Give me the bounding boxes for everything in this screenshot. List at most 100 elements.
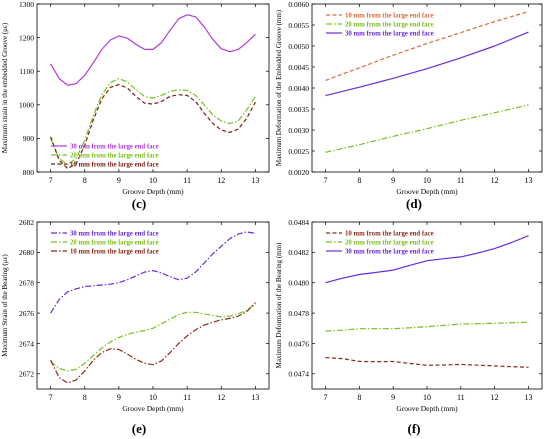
y-tick-label: 0.0025 [288, 147, 309, 156]
legend: 30 mm from the large end face 20 mm from … [51, 144, 159, 169]
y-tick-label: 2682 [19, 218, 34, 227]
panel-label: (f) [408, 421, 421, 436]
chart-panel-3: 7 8 9 10 11 12 13 2672 2674 2676 2678 2680 2682 Groov… [1, 218, 270, 436]
y-tick-label: 0.0480 [288, 279, 309, 288]
x-tick-label: 11 [183, 393, 191, 402]
legend-label-3: 30 mm from the large end face [345, 31, 434, 38]
legend: 10 mm from the large end face 20 mm from … [326, 231, 434, 256]
x-tick-label: 13 [251, 393, 259, 402]
x-tick-label: 13 [251, 176, 259, 185]
y-tick-label: 0.0020 [288, 168, 309, 177]
legend: 30 mm from the large end face 20 mm from … [51, 231, 159, 256]
y-tick-label: 2672 [19, 370, 34, 379]
legend-label-2: 20 mm from the large end face [345, 22, 434, 29]
plot-frame [311, 3, 543, 173]
y-tick-label: 0.0474 [288, 370, 309, 379]
series-line-3 [325, 31, 529, 97]
chart-panel-1: 7 8 9 10 11 12 13 800 900 1000 1100 1200 1300 Groove … [1, 0, 270, 211]
x-axis-label: Groove Depth (mm) [122, 187, 184, 196]
y-tick-label: 0.0055 [288, 21, 309, 30]
x-tick-label: 9 [391, 176, 395, 185]
chart-panel-2: 7 8 9 10 11 12 13 0.0020 0.0025 0.0030 0.0035 0.004… [275, 0, 543, 211]
x-tick-label: 10 [149, 393, 157, 402]
series-line-1 [50, 14, 256, 86]
x-tick-label: 7 [49, 176, 53, 185]
x-axis-label: Groove Depth (mm) [396, 404, 458, 413]
x-tick-label: 7 [324, 393, 328, 402]
y-axis-label: Maximum strain in the embedded Groove (μ… [1, 22, 9, 153]
series-line-1 [50, 231, 256, 314]
panel-label: (e) [132, 421, 146, 436]
y-tick-label: 0.0478 [288, 309, 309, 318]
x-tick-label: 8 [83, 176, 87, 185]
legend-label-3: 30 mm from the large end face [345, 249, 434, 256]
series-line-1 [325, 11, 529, 81]
x-tick-label: 13 [524, 393, 532, 402]
x-tick-label: 7 [49, 393, 53, 402]
y-axis-label: Maximum Deformation of the Embedded Groo… [275, 9, 283, 166]
x-tick-label: 8 [83, 393, 87, 402]
y-tick-label: 0.0050 [288, 42, 309, 51]
y-tick-label: 0.0476 [288, 339, 309, 348]
y-axis-label: Maximum Deformation of the Bearing (mm) [275, 242, 283, 368]
x-tick-label: 9 [391, 393, 395, 402]
x-tick-label: 8 [357, 176, 361, 185]
legend-label-3: 10 mm from the large end face [70, 249, 159, 256]
y-tick-label: 2678 [19, 279, 34, 288]
legend-label-1: 10 mm from the large end face [345, 13, 434, 20]
series-line-2 [325, 104, 529, 153]
x-tick-label: 12 [217, 393, 225, 402]
legend-label-1: 30 mm from the large end face [70, 144, 159, 151]
x-tick-label: 10 [423, 176, 431, 185]
chart-panel-4: 7 8 9 10 11 12 13 0.0474 0.0476 0.0478 0.0480 0.048… [275, 218, 543, 436]
y-tick-label: 1300 [19, 0, 34, 9]
plot-frame [36, 221, 270, 390]
panel-label: (d) [406, 196, 422, 211]
series-line-3 [50, 83, 256, 170]
legend-label-1: 30 mm from the large end face [70, 231, 159, 238]
x-tick-label: 11 [457, 393, 465, 402]
series-line-2 [50, 77, 256, 166]
x-tick-label: 13 [524, 176, 532, 185]
y-tick-label: 0.0040 [288, 84, 309, 93]
x-tick-label: 8 [357, 393, 361, 402]
x-tick-label: 11 [457, 176, 465, 185]
y-tick-label: 1000 [19, 101, 34, 110]
y-tick-label: 900 [23, 134, 35, 143]
y-tick-label: 2680 [19, 248, 34, 257]
legend-label-2: 20 mm from the large end face [70, 153, 159, 160]
y-tick-label: 0.0060 [288, 0, 309, 9]
y-tick-label: 2676 [19, 309, 34, 318]
x-axis-label: Groove Depth (mm) [122, 404, 184, 413]
y-tick-label: 0.0482 [288, 248, 309, 257]
series-line-1 [325, 357, 529, 368]
legend: 10 mm from the large end face 20 mm from … [326, 13, 434, 38]
legend-label-1: 10 mm from the large end face [345, 231, 434, 238]
series-line-3 [50, 302, 256, 384]
y-tick-label: 0.0484 [288, 218, 309, 227]
y-axis-label: Maximum Strain of the Bearing (με) [1, 254, 9, 357]
legend-label-2: 20 mm from the large end face [70, 240, 159, 247]
y-tick-label: 800 [23, 168, 35, 177]
series-line-3 [325, 235, 529, 284]
y-tick-label: 2674 [19, 339, 34, 348]
x-tick-label: 10 [149, 176, 157, 185]
x-tick-label: 9 [117, 393, 121, 402]
y-tick-label: 1100 [19, 67, 34, 76]
x-tick-label: 9 [117, 176, 121, 185]
plot-frame [311, 221, 543, 390]
y-tick-label: 1200 [19, 33, 34, 42]
x-tick-label: 12 [491, 176, 499, 185]
x-tick-label: 12 [217, 176, 225, 185]
x-tick-label: 12 [491, 393, 499, 402]
legend-label-2: 20 mm from the large end face [345, 240, 434, 247]
y-tick-label: 0.0045 [288, 63, 309, 72]
legend-label-3: 10 mm from the large end face [70, 162, 159, 169]
series-line-2 [325, 321, 529, 332]
series-line-2 [50, 303, 256, 372]
x-tick-label: 10 [423, 393, 431, 402]
x-axis-label: Groove Depth (mm) [396, 187, 458, 196]
y-tick-label: 0.0035 [288, 105, 309, 114]
x-tick-label: 11 [183, 176, 191, 185]
